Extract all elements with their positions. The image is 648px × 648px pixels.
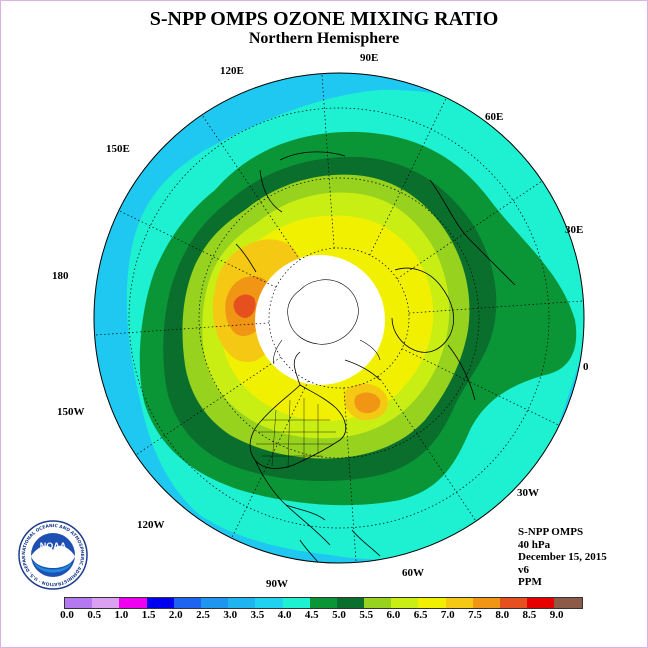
colorbar-swatch	[391, 598, 419, 608]
lon-label-150e: 150E	[106, 143, 130, 155]
colorbar-swatch	[119, 598, 147, 608]
lon-label-150w: 150W	[57, 406, 85, 418]
lon-label-60e: 60E	[485, 111, 503, 123]
colorbar-swatch	[364, 598, 392, 608]
lon-label-120w: 120W	[137, 519, 165, 531]
noaa-logo: NATIONAL OCEANIC AND ATMOSPHERIC ADMINIS…	[18, 520, 88, 590]
instrument-label: S-NPP OMPS	[518, 526, 584, 538]
lon-label-180: 180	[52, 270, 69, 282]
colorbar-swatch	[445, 598, 473, 608]
lon-label-120e: 120E	[220, 65, 244, 77]
longitude-labels: 90E 60E 30E 0 30W 60W 90W 120W 150W 180 …	[52, 52, 589, 590]
meridian-line	[408, 300, 584, 314]
colorbar-swatch	[527, 598, 555, 608]
colorbar-swatch	[282, 598, 310, 608]
region-polar-night-no-data	[255, 255, 385, 385]
meridian-line	[135, 356, 282, 456]
map-title: S-NPP OMPS OZONE MIXING RATIO	[149, 8, 499, 30]
colorbar-tick-label: 8.5	[522, 609, 537, 621]
colorbar-tick-label: 7.5	[468, 609, 482, 621]
logo-text: NOAA	[40, 541, 67, 551]
colorbar-tick-label: 2.5	[196, 609, 210, 621]
colorbar-swatch	[554, 598, 582, 608]
map-subtitle: Northern Hemisphere	[248, 30, 400, 47]
map-info: S-NPP OMPS 40 hPa December 15, 2015 v6 P…	[518, 526, 607, 589]
colorbar-tick-label: 6.5	[413, 609, 428, 621]
meridian-line	[94, 322, 270, 336]
meridian-line	[369, 97, 447, 256]
colorbar-swatch	[173, 598, 201, 608]
colorbar-swatch	[336, 598, 365, 608]
graticule	[94, 73, 584, 563]
colorbar-swatch	[146, 598, 174, 608]
colorbar-tick-label: 9.0	[549, 609, 564, 621]
units-label: PPM	[518, 576, 542, 588]
colorbar-tick-label: 5.5	[359, 609, 374, 621]
colorbar-tick-label: 7.0	[440, 609, 455, 621]
meridian-line	[343, 387, 357, 563]
region-patch-7.0-7.5-b	[354, 392, 381, 414]
colorbar-tick-label: 3.0	[223, 609, 238, 621]
lon-label-90w: 90W	[266, 578, 288, 590]
colorbar-swatch	[65, 598, 93, 608]
colorbar-tick-label: 5.0	[332, 609, 346, 621]
meridian-line	[201, 114, 301, 261]
colorbar-swatch	[418, 598, 446, 608]
version-label: v6	[518, 563, 529, 576]
colorbar-tick-label: 8.0	[495, 609, 510, 621]
colorbar	[64, 597, 583, 609]
lon-label-30e: 30E	[565, 224, 583, 236]
meridian-line	[401, 348, 560, 426]
colorbar-swatch	[92, 598, 120, 608]
colorbar-tick-label: 0.5	[87, 609, 102, 621]
colorbar-tick-label: 1.0	[114, 609, 129, 621]
colorbar-swatch	[255, 598, 283, 608]
colorbar-tick-label: 0.0	[60, 609, 74, 621]
colorbar-ticks: 0.0 0.5 1.0 1.5 2.0 2.5 3.0 3.5 4.0 4.5 5.0 5.5 6.0 6…	[0, 609, 648, 623]
colorbar-swatch	[500, 598, 528, 608]
date-label: December 15, 2015	[518, 551, 607, 563]
meridian-line	[118, 210, 277, 288]
colorbar-swatch	[200, 598, 229, 608]
colorbar-tick-label: 6.0	[386, 609, 401, 621]
colorbar-tick-label: 3.5	[250, 609, 265, 621]
us-state-borders	[256, 398, 336, 469]
colorbar-tick-label: 1.5	[141, 609, 156, 621]
lon-label-90e: 90E	[360, 52, 378, 64]
pressure-label: 40 hPa	[518, 538, 551, 551]
meridian-line	[396, 180, 543, 280]
region-patch-7.5-8.0	[233, 294, 256, 318]
meridian-line	[231, 380, 309, 539]
lon-label-30w: 30W	[517, 487, 539, 499]
map-boundary	[93, 72, 585, 564]
colorbar-tick-label: 2.0	[168, 609, 183, 621]
lon-label-0: 0	[583, 361, 589, 373]
meridian-line	[377, 375, 477, 522]
colorbar-tick-label: 4.5	[304, 609, 319, 621]
colorbar-swatch	[309, 598, 337, 608]
meridian-line	[321, 73, 335, 249]
colorbar-tick-label: 4.0	[277, 609, 292, 621]
ozone-field	[94, 73, 584, 563]
colorbar-swatch	[472, 598, 500, 608]
colorbar-swatch	[228, 598, 256, 608]
lon-label-60w: 60W	[402, 567, 424, 579]
